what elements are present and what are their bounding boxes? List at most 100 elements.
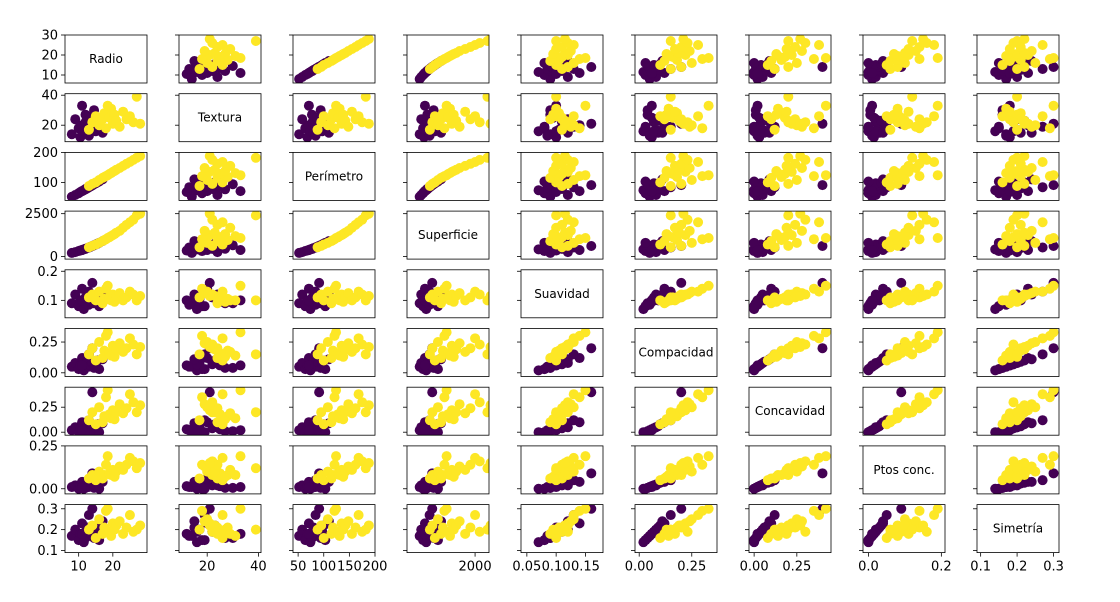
point [1012, 349, 1023, 360]
panel-frame [862, 34, 946, 84]
panel-frame [748, 93, 832, 143]
point [235, 504, 246, 514]
point [297, 114, 308, 125]
point [303, 528, 314, 539]
panel-frame [406, 34, 490, 84]
panel [631, 93, 718, 143]
y-tick-label: 0.25 [29, 336, 58, 351]
point [918, 118, 929, 129]
point [204, 152, 215, 161]
points [638, 387, 714, 436]
y-tick-label: 0.1 [37, 544, 58, 559]
panel [517, 445, 604, 495]
point [580, 233, 591, 244]
point [783, 295, 794, 306]
point [783, 93, 794, 102]
point [918, 35, 929, 44]
point [867, 68, 878, 78]
points [638, 504, 714, 548]
x-tick-label: 0.10 [542, 560, 571, 575]
point [343, 516, 354, 527]
panel: Perímetro [289, 151, 376, 201]
point [657, 516, 668, 527]
point [1037, 40, 1048, 50]
point [867, 425, 878, 436]
point [678, 400, 689, 411]
point [1048, 343, 1059, 354]
points [990, 93, 1059, 142]
point [191, 304, 202, 315]
point [1037, 349, 1048, 360]
point [441, 451, 452, 462]
diagonal-label: Superficie [418, 228, 478, 242]
panel: 2000 [403, 504, 492, 575]
y-tick-label: 0.2 [37, 265, 58, 280]
panel-frame [976, 328, 1060, 377]
point [331, 280, 342, 291]
x-tick-label: 40 [250, 560, 267, 575]
points [533, 211, 597, 258]
point [320, 427, 331, 436]
point [533, 185, 544, 196]
point [574, 459, 585, 470]
point [808, 234, 819, 245]
point [87, 407, 98, 418]
point [665, 93, 676, 102]
point [559, 520, 570, 531]
point [790, 42, 801, 52]
point [551, 152, 562, 163]
point [441, 280, 452, 291]
panel [859, 269, 946, 319]
point [783, 349, 794, 360]
point [1048, 53, 1059, 63]
point [1037, 242, 1048, 253]
panel [973, 210, 1060, 260]
points [749, 451, 831, 494]
point [1037, 286, 1048, 297]
point [1019, 211, 1030, 219]
panel [973, 445, 1060, 495]
point [87, 387, 98, 398]
points [990, 152, 1059, 201]
point [1019, 290, 1030, 301]
point [678, 290, 689, 301]
point [454, 338, 465, 349]
point [135, 152, 146, 161]
points [66, 277, 146, 315]
point [795, 458, 806, 469]
point [903, 160, 914, 171]
point [1012, 295, 1023, 306]
panel-frame [292, 445, 376, 495]
point [646, 295, 657, 306]
point [441, 170, 452, 181]
point [781, 106, 792, 117]
points [414, 35, 489, 83]
panel-frame [64, 210, 148, 260]
point [684, 163, 695, 173]
point [235, 186, 246, 197]
point [1019, 477, 1030, 488]
panel [175, 210, 262, 260]
panel: 0.00 0.25 [625, 504, 718, 575]
point [331, 504, 342, 514]
point [665, 181, 676, 191]
point [485, 520, 489, 531]
point [184, 64, 195, 74]
point [1004, 425, 1015, 436]
panel-frame [976, 34, 1060, 84]
panel [631, 269, 718, 319]
point [586, 468, 597, 479]
points [181, 152, 261, 201]
point [303, 245, 314, 256]
panel: Textura [175, 93, 262, 143]
point [470, 389, 481, 400]
point [419, 100, 430, 111]
diagonal-label: Ptos conc. [873, 463, 934, 477]
point [316, 520, 327, 531]
point [1026, 418, 1037, 429]
point [1037, 452, 1048, 463]
point [225, 346, 236, 357]
panel [745, 269, 832, 319]
points [66, 211, 146, 258]
panel-frame [64, 269, 148, 319]
